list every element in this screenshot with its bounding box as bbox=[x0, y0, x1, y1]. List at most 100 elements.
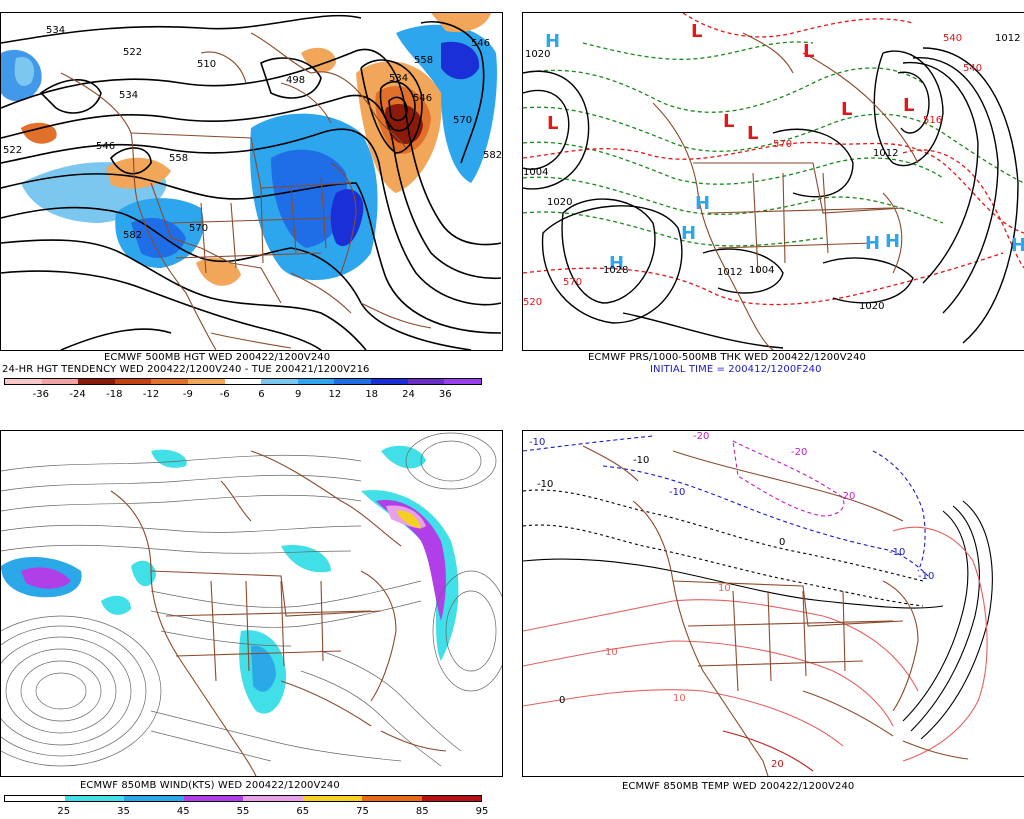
contour-label: 546 bbox=[413, 93, 432, 104]
contour-labels: 534 522 510 498 534 546 558 570 582 522 … bbox=[3, 25, 502, 241]
temperature-label: -10 bbox=[529, 437, 545, 448]
thickness-contours bbox=[523, 13, 1024, 306]
colorbar-swatch bbox=[124, 796, 184, 801]
tendency-colorbar-ticks: -36 -24 -18 -12 -9 -6 6 9 12 18 24 36 bbox=[4, 389, 482, 401]
colorbar-tick-label: 25 bbox=[57, 806, 71, 817]
colorbar-swatch bbox=[444, 379, 481, 384]
colorbar-swatch bbox=[78, 379, 115, 384]
wind-speed-shading bbox=[1, 445, 459, 714]
colorbar-swatch bbox=[334, 379, 372, 384]
low-pressure-icon: L bbox=[547, 113, 558, 134]
map-borders bbox=[60, 32, 432, 350]
colorbar-tick-label: 85 bbox=[415, 806, 429, 817]
contour-label: 582 bbox=[483, 150, 502, 161]
temperature-label: 10 bbox=[605, 647, 618, 658]
contour-label: 546 bbox=[471, 38, 490, 49]
temperature-label: 0 bbox=[559, 695, 565, 706]
high-pressure-icon: H bbox=[865, 233, 880, 254]
high-pressure-icon: H bbox=[681, 223, 696, 244]
temperature-label: -20 bbox=[693, 431, 709, 442]
high-pressure-icon: H bbox=[695, 193, 710, 214]
colorbar-swatch bbox=[151, 379, 189, 384]
pressure-isobars bbox=[523, 47, 1019, 349]
colorbar-tick-label: -36 bbox=[32, 389, 49, 400]
contour-label: 522 bbox=[123, 47, 142, 58]
wind-colorbar bbox=[4, 795, 482, 802]
pressure-label: 1012 bbox=[717, 267, 742, 278]
thickness-label: 540 bbox=[963, 63, 982, 74]
tendency-colorbar bbox=[4, 378, 482, 385]
temperature-label: 0 bbox=[779, 537, 785, 548]
thickness-label: 540 bbox=[943, 33, 962, 44]
low-pressure-icon: L bbox=[747, 123, 758, 144]
low-pressure-icon: L bbox=[803, 41, 814, 62]
contour-label: 558 bbox=[414, 55, 433, 66]
contour-label: 534 bbox=[389, 73, 408, 84]
pressure-label: 1020 bbox=[525, 49, 550, 60]
thickness-label: 570 bbox=[773, 139, 792, 150]
colorbar-tick-label: 18 bbox=[365, 389, 379, 400]
colorbar-swatch bbox=[243, 796, 303, 801]
pressure-labels: 1020 1004 1028 1012 1004 1012 1020 1020 … bbox=[523, 33, 1020, 312]
colorbar-swatch bbox=[421, 796, 481, 801]
map-borders bbox=[652, 32, 919, 350]
thickness-label: 520 bbox=[523, 297, 542, 308]
thickness-label: 516 bbox=[923, 115, 942, 126]
panel-pressure-initial-time: INITIAL TIME = 200412/1200F240 bbox=[650, 364, 822, 375]
colorbar-tick-label: 55 bbox=[236, 806, 250, 817]
wind-colorbar-ticks: 25 35 45 55 65 75 85 95 bbox=[4, 806, 488, 818]
panel-500mb-title: ECMWF 500MB HGT WED 200422/1200V240 bbox=[104, 352, 331, 363]
contour-label: 522 bbox=[3, 145, 22, 156]
contour-label: 558 bbox=[169, 153, 188, 164]
contour-label: 534 bbox=[46, 25, 65, 36]
colorbar-swatch bbox=[5, 796, 65, 801]
panel-500mb-height: 534 522 510 498 534 546 558 570 582 522 … bbox=[0, 12, 503, 351]
colorbar-swatch bbox=[183, 796, 243, 801]
colorbar-swatch bbox=[362, 796, 422, 801]
colorbar-tick-label: 95 bbox=[475, 806, 489, 817]
low-pressure-icon: L bbox=[841, 99, 852, 120]
streamlines bbox=[1, 432, 502, 767]
temperature-contours bbox=[523, 435, 993, 772]
colorbar-tick-label: 45 bbox=[176, 806, 190, 817]
colorbar-swatch bbox=[188, 379, 225, 384]
map-850mb-wind bbox=[1, 432, 502, 776]
temperature-label: -20 bbox=[791, 447, 807, 458]
colorbar-tick-label: -18 bbox=[106, 389, 123, 400]
colorbar-swatch bbox=[371, 379, 408, 384]
pressure-label: 1004 bbox=[749, 265, 774, 276]
colorbar-tick-label: -24 bbox=[69, 389, 86, 400]
colorbar-tick-label: 75 bbox=[356, 806, 369, 817]
temperature-label: 10 bbox=[673, 693, 686, 704]
colorbar-tick-label: -12 bbox=[142, 389, 160, 400]
high-pressure-icon: H bbox=[1011, 235, 1024, 256]
colorbar-swatch bbox=[5, 379, 42, 384]
temperature-label: -20 bbox=[839, 491, 855, 502]
colorbar-swatch bbox=[407, 379, 445, 384]
contour-label: 570 bbox=[189, 223, 208, 234]
temperature-label: -10 bbox=[633, 455, 649, 466]
temperature-label: 20 bbox=[771, 759, 784, 770]
colorbar-swatch bbox=[114, 379, 152, 384]
pressure-label: 1012 bbox=[873, 148, 898, 159]
panel-850mb-temp: -10 -10 -20 -10 -20 -10 0 10 -10 -20 -10… bbox=[522, 430, 1024, 777]
high-pressure-icon: H bbox=[609, 253, 624, 274]
colorbar-tick-label: 9 bbox=[294, 389, 302, 400]
height-tendency-shading bbox=[1, 13, 497, 286]
pressure-label: 1020 bbox=[547, 197, 572, 208]
panel-850mb-wind bbox=[0, 430, 503, 777]
panel-pressure-thickness: H H H H H H H L L L L L L L 1020 1004 10… bbox=[522, 12, 1024, 351]
height-contours bbox=[1, 14, 502, 350]
colorbar-tick-label: 36 bbox=[438, 389, 452, 400]
high-pressure-markers: H H H H H H H bbox=[545, 31, 1024, 274]
panel-pressure-title: ECMWF PRS/1000-500MB THK WED 200422/1200… bbox=[588, 352, 867, 363]
low-pressure-markers: L L L L L L L bbox=[547, 21, 914, 144]
thickness-label: 570 bbox=[563, 277, 582, 288]
colorbar-tick-label: 6 bbox=[258, 389, 265, 400]
contour-label: 582 bbox=[123, 230, 142, 241]
temperature-labels: -10 -10 -20 -10 -20 -10 0 10 -10 -20 -10… bbox=[529, 431, 934, 770]
colorbar-swatch bbox=[297, 379, 335, 384]
map-borders bbox=[110, 450, 447, 776]
low-pressure-icon: L bbox=[691, 21, 702, 42]
colorbar-swatch bbox=[224, 379, 262, 384]
